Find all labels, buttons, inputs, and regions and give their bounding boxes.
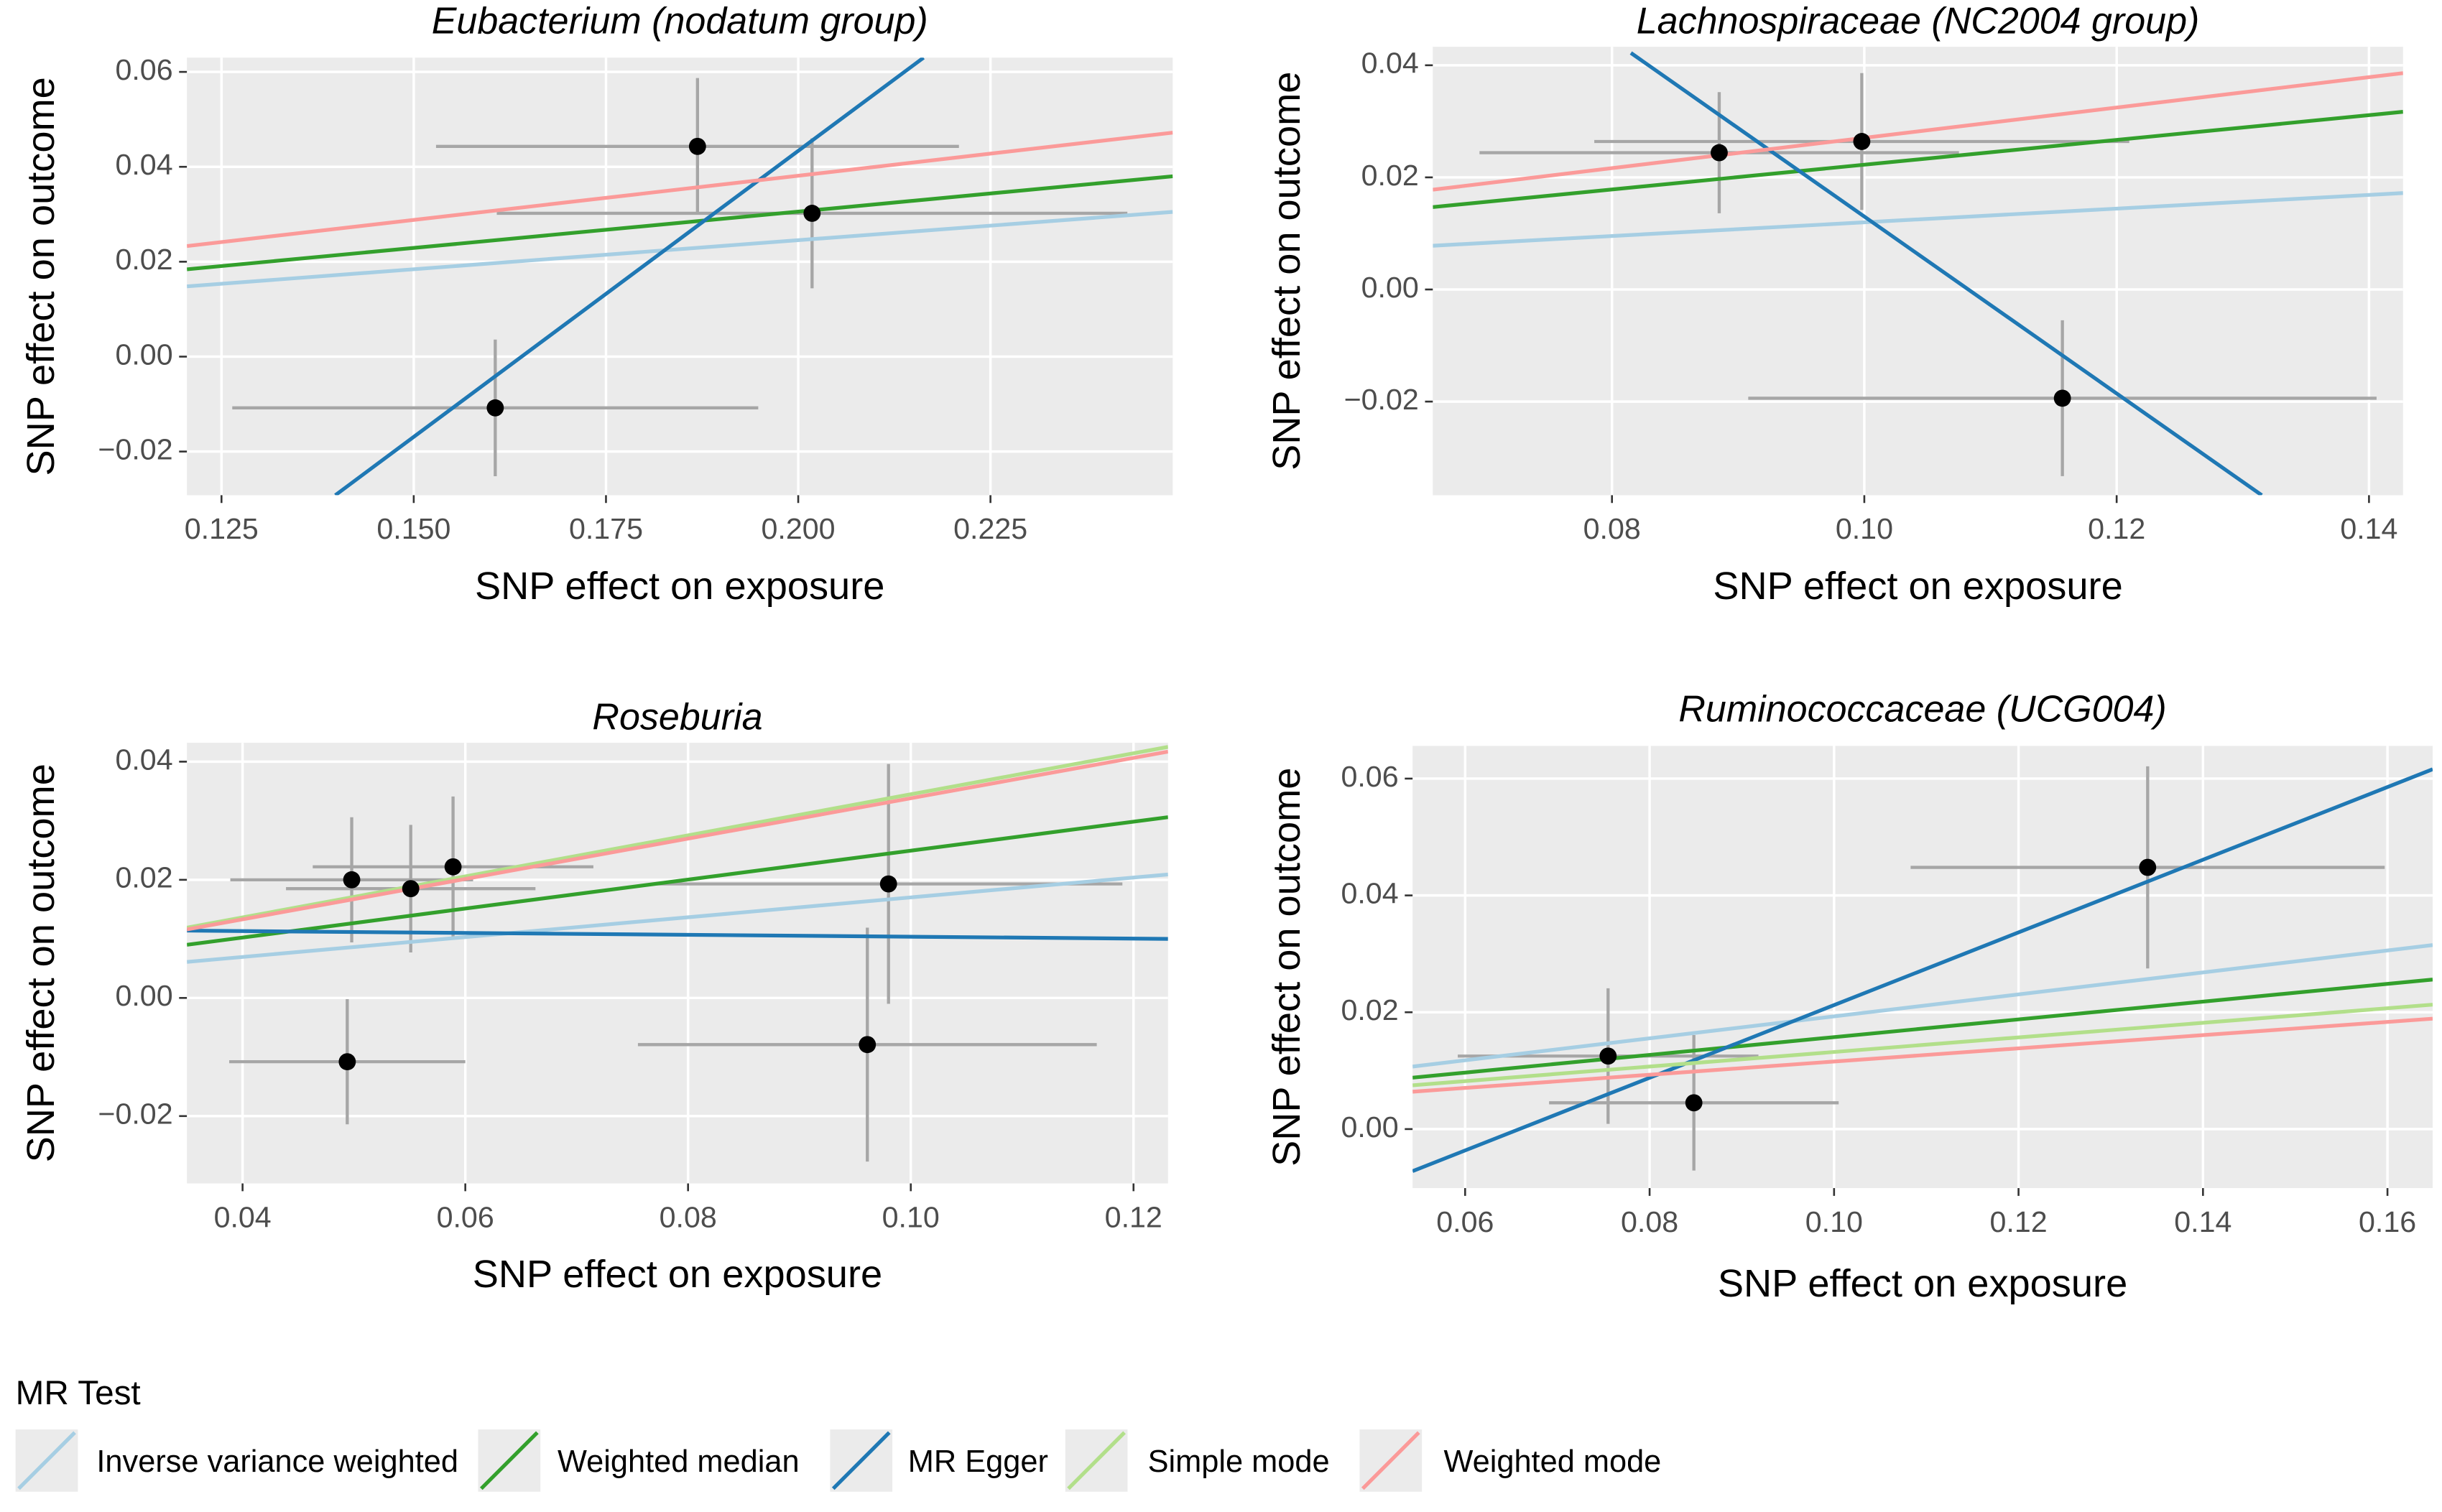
x-tick-label: 0.08 [1583,512,1641,545]
x-tick-label: 0.10 [882,1200,940,1233]
y-tick-label: 0.02 [115,861,172,894]
y-tick-label: 0.06 [115,53,172,86]
snp-point [343,871,361,889]
y-tick-label: 0.02 [1361,159,1419,192]
x-axis-label: SNP effect on exposure [475,565,884,608]
mr-line [187,872,1168,964]
y-tick-label: 0.00 [1361,271,1419,304]
snp-point [1599,1047,1617,1065]
x-tick-label: 0.06 [1436,1205,1494,1238]
x-tick-label: 0.10 [1836,512,1893,545]
snp-point [1711,144,1728,162]
mr-line [187,174,1173,272]
legend-label: Weighted mode [1443,1444,1661,1479]
x-tick-label: 0.12 [2088,512,2145,545]
plot-background [187,743,1168,1184]
y-tick-label: 0.04 [115,148,172,181]
x-tick-label: 0.14 [2174,1205,2231,1238]
legend-swatch [17,1431,76,1490]
snp-point [338,1053,356,1071]
y-tick-label: −0.02 [98,1098,172,1131]
y-tick-label: 0.04 [1341,876,1398,909]
snp-point [444,858,462,876]
mr-line [1412,767,2433,1173]
x-tick-label: 0.150 [376,512,450,545]
mr-line [187,210,1173,289]
y-tick-label: 0.02 [115,243,172,276]
y-tick-label: 0.04 [1361,47,1419,80]
snp-point [402,880,420,898]
x-axis-label: SNP effect on exposure [473,1253,882,1296]
mr-line [187,815,1168,947]
x-tick-label: 0.08 [660,1200,717,1233]
mr-line [187,131,1173,249]
legend-label: MR Egger [908,1444,1048,1479]
y-tick-label: 0.04 [115,743,172,776]
mr-line [1433,110,2403,209]
x-tick-label: 0.10 [1805,1205,1863,1238]
x-tick-label: 0.16 [2359,1205,2416,1238]
legend-swatch [1361,1431,1420,1490]
y-axis-label: SNP effect on outcome [19,764,63,1162]
x-tick-label: 0.200 [762,512,836,545]
y-axis-label: SNP effect on outcome [19,77,63,476]
plot-background [187,57,1173,496]
y-tick-label: 0.02 [1341,993,1398,1026]
x-tick-label: 0.08 [1621,1205,1678,1238]
snp-point [1853,133,1871,150]
x-axis-label: SNP effect on exposure [1718,1262,2127,1305]
snp-point [879,875,897,893]
x-tick-label: 0.125 [185,512,259,545]
legend-swatch [831,1431,891,1490]
mr-line [187,749,1168,932]
x-tick-label: 0.225 [953,512,1027,545]
y-tick-label: 0.00 [1341,1110,1398,1144]
chart-title: Ruminococcaceae (UCG004) [1678,688,2166,730]
y-tick-label: 0.06 [1341,760,1398,793]
x-tick-label: 0.175 [569,512,643,545]
mr-line [1412,978,2433,1080]
y-axis-label: SNP effect on outcome [1265,72,1308,470]
snp-point [859,1036,877,1054]
mr-line [1412,1016,2433,1094]
x-axis-label: SNP effect on exposure [1713,565,2122,608]
mr-line [1433,191,2403,248]
legend-swatch [479,1431,539,1490]
legend-label: Inverse variance weighted [96,1444,458,1479]
chart-title: Roseburia [592,696,762,738]
snp-point [688,137,706,155]
mr-line [1412,943,2433,1069]
legend-label: Weighted median [558,1444,800,1479]
x-tick-label: 0.14 [2340,512,2397,545]
mr-line [187,745,1168,930]
y-tick-label: 0.00 [115,979,172,1012]
mr-line [187,928,1168,941]
x-tick-label: 0.12 [1990,1205,2048,1238]
plot-background [1412,746,2433,1189]
snp-point [2053,389,2071,407]
chart-title: Lachnospiraceae (NC2004 group) [1637,0,2200,42]
x-tick-label: 0.04 [214,1200,272,1233]
y-axis-label: SNP effect on outcome [1265,768,1308,1167]
x-tick-label: 0.12 [1105,1200,1162,1233]
legend-title: MR Test [16,1374,141,1412]
snp-point [803,205,821,222]
y-tick-label: −0.02 [98,432,172,465]
mr-line [334,57,925,496]
chart-title: Eubacterium (nodatum group) [432,0,928,42]
snp-point [1685,1094,1703,1112]
legend-swatch [1067,1431,1126,1490]
snp-point [2139,858,2157,876]
y-tick-label: −0.02 [1344,383,1419,416]
snp-point [486,399,504,417]
x-tick-label: 0.06 [437,1200,494,1233]
y-tick-label: 0.00 [115,338,172,371]
mr-line [1412,1003,2433,1087]
legend-label: Simple mode [1148,1444,1330,1479]
plot-background [1433,47,2403,496]
mr-line [1629,51,2263,496]
mr-line [1433,71,2403,192]
